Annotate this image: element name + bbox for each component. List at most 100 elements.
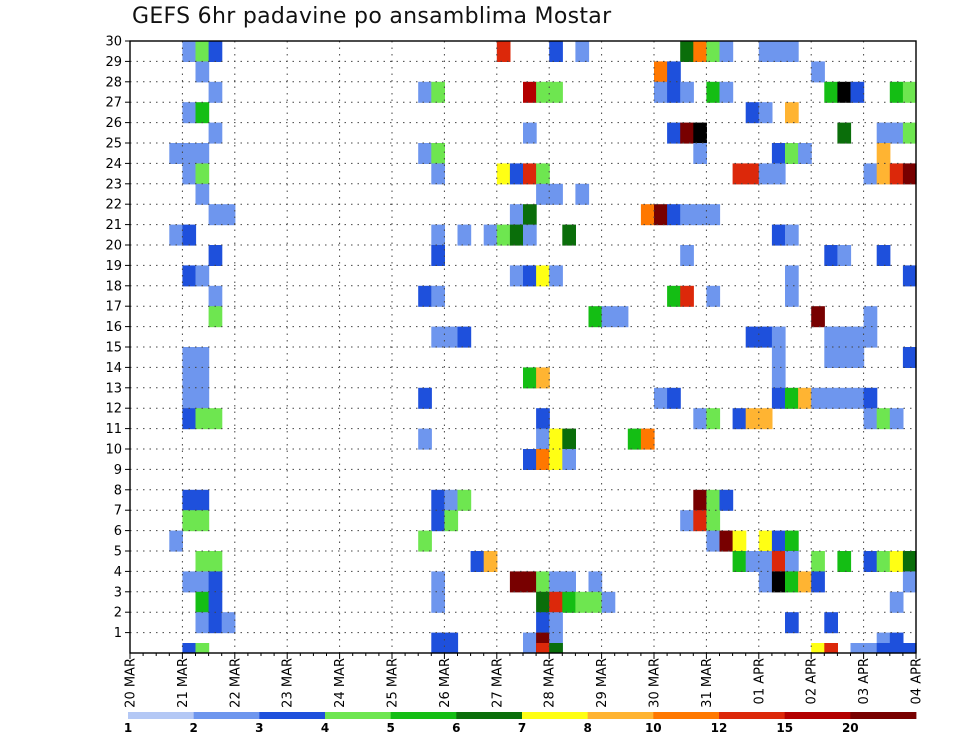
y-tick-label: 15 xyxy=(105,341,122,356)
heatmap-cell xyxy=(536,428,550,450)
heatmap-cell xyxy=(182,41,197,62)
heatmap-cell xyxy=(195,347,210,368)
heatmap-cell xyxy=(693,122,707,144)
heatmap-cell xyxy=(758,408,773,430)
y-tick-label: 25 xyxy=(105,137,122,152)
heatmap-cell xyxy=(195,551,210,572)
heatmap-cell xyxy=(575,183,590,205)
colorbar-label: 20 xyxy=(842,721,859,735)
heatmap-cell xyxy=(785,612,799,634)
heatmap-cell xyxy=(601,591,616,613)
y-tick-label: 24 xyxy=(105,157,122,172)
heatmap-cell xyxy=(719,489,734,511)
heatmap-cell xyxy=(824,326,838,348)
heatmap-cell xyxy=(693,408,707,430)
heatmap-cell xyxy=(706,81,721,103)
heatmap-cell xyxy=(182,387,197,409)
heatmap-cell xyxy=(889,163,904,185)
heatmap-cell xyxy=(889,408,904,430)
heatmap-cell xyxy=(785,102,799,124)
heatmap-cell xyxy=(418,143,432,164)
heatmap-cell xyxy=(444,326,459,348)
heatmap-cell xyxy=(876,163,891,185)
x-axis: 20 MAR 21 MAR 22 MAR 23 MAR 24 MAR 25 MAR 26 M… xyxy=(124,653,925,708)
heatmap-cell xyxy=(863,163,878,185)
heatmap-cell xyxy=(169,143,183,164)
heatmap-cell xyxy=(431,571,445,593)
heatmap-cell xyxy=(208,41,223,62)
heatmap-cell xyxy=(732,530,747,552)
x-tick-label: 29 MAR xyxy=(595,658,610,708)
x-tick-label: 23 MAR xyxy=(281,658,296,708)
heatmap-cell xyxy=(523,163,537,185)
heatmap-cell xyxy=(837,387,852,409)
heatmap-cell xyxy=(601,306,616,328)
colorbar-label: 3 xyxy=(255,721,263,735)
heatmap-cell xyxy=(863,326,878,348)
heatmap-cell xyxy=(863,387,878,409)
heatmap-cell xyxy=(195,367,210,389)
heatmap-cell xyxy=(811,551,825,572)
colorbar-swatch xyxy=(325,712,392,719)
heatmap-cell xyxy=(902,347,917,368)
y-tick-label: 17 xyxy=(105,300,122,315)
heatmap-cell xyxy=(523,571,537,593)
colorbar-swatch xyxy=(259,712,326,719)
heatmap-cell xyxy=(182,408,197,430)
heatmap-cell xyxy=(536,183,550,205)
heatmap-cell xyxy=(208,591,223,613)
heatmap-cell xyxy=(509,224,524,246)
heatmap-cell xyxy=(549,41,563,62)
heatmap-cell xyxy=(785,571,799,593)
heatmap-cell xyxy=(483,551,498,572)
heatmap-cell xyxy=(654,61,668,83)
heatmap-cell xyxy=(457,326,472,348)
heatmap-cell xyxy=(536,265,550,287)
heatmap-cell xyxy=(785,265,799,287)
heatmap-cell xyxy=(785,285,799,307)
heatmap-cell xyxy=(483,224,498,246)
heatmap-cell xyxy=(771,571,786,593)
heatmap-cell xyxy=(221,612,236,634)
heatmap-cell xyxy=(431,245,445,266)
heatmap-cell xyxy=(418,81,432,103)
heatmap-cell xyxy=(706,530,721,552)
heatmap-cell xyxy=(732,163,747,185)
heatmap-cell xyxy=(706,510,721,532)
heatmap-cell xyxy=(785,530,799,552)
heatmap-cell xyxy=(902,551,917,572)
heatmap-cell xyxy=(431,489,445,511)
heatmap-cell xyxy=(523,81,537,103)
heatmap-cell xyxy=(523,122,537,144)
y-tick-label: 14 xyxy=(105,361,122,376)
heatmap-cell xyxy=(745,102,760,124)
colorbar-label: 2 xyxy=(190,721,198,735)
colorbar-label: 4 xyxy=(321,721,329,735)
heatmap-cell xyxy=(771,163,786,185)
colorbar-label: 6 xyxy=(452,721,460,735)
heatmap-cell xyxy=(654,204,668,226)
heatmap-cell xyxy=(902,122,917,144)
gridlines xyxy=(130,40,916,653)
y-tick-label: 7 xyxy=(114,504,122,519)
heatmap-cell xyxy=(771,41,786,62)
colorbar-swatch xyxy=(653,712,720,719)
heatmap-cell xyxy=(719,530,734,552)
heatmap-cell xyxy=(667,387,681,409)
heatmap-cell xyxy=(549,643,563,653)
x-tick-label: 26 MAR xyxy=(438,658,453,708)
heatmap-cell xyxy=(536,612,550,634)
heatmap-cell xyxy=(850,326,865,348)
heatmap-cell xyxy=(496,224,511,246)
heatmap-cell xyxy=(863,643,878,653)
x-tick-label: 02 APR xyxy=(805,658,820,704)
heatmap-cell xyxy=(496,163,511,185)
heatmap-cells xyxy=(169,41,917,654)
heatmap-cell xyxy=(902,81,917,103)
heatmap-cell xyxy=(575,591,590,613)
heatmap-cell xyxy=(824,643,838,653)
y-tick-label: 16 xyxy=(105,320,122,335)
y-tick-label: 29 xyxy=(105,55,122,70)
heatmap-cell xyxy=(195,102,210,124)
